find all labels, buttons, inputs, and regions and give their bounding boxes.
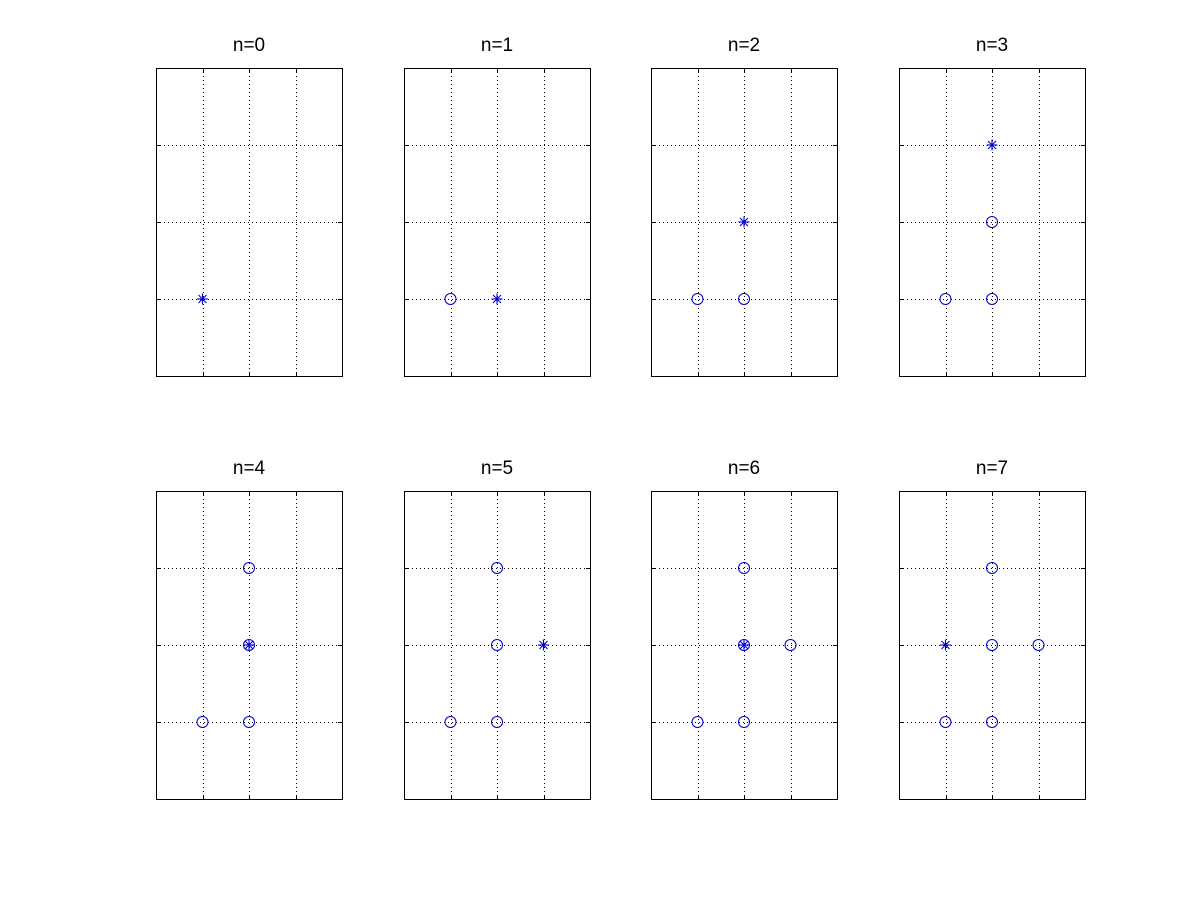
circle-marker [444,716,457,728]
circle-marker [784,639,797,651]
circle-marker [986,716,998,728]
circle-marker [196,716,209,728]
circle-marker [491,562,503,574]
subplot-title: n=2 [728,35,760,56]
circle-marker [986,562,998,574]
asterisk-marker [197,293,208,305]
axes-frame [651,491,838,800]
axes-frame [404,491,591,800]
subplot-title: n=1 [481,35,513,56]
subplot-title: n=4 [233,458,266,479]
circle-marker [691,293,704,305]
axes-frame [651,68,838,377]
circle-marker [986,639,998,651]
asterisk-marker [738,639,750,651]
circle-marker [491,716,503,728]
circle-marker [444,293,457,305]
axes-frame [156,68,343,377]
asterisk-marker [986,139,998,151]
circle-marker [738,293,750,305]
asterisk-marker [538,639,549,651]
asterisk-marker [940,639,951,651]
subplot-title: n=0 [233,35,265,56]
circle-marker [738,562,750,574]
circle-marker [986,293,998,305]
circle-marker [939,716,952,728]
subplot-title: n=6 [728,458,760,479]
subplot-5: n=5 [404,458,591,800]
axes-frame [899,491,1086,800]
subplot-2: n=2 [651,35,838,377]
subplot-title: n=7 [976,458,1008,479]
circle-marker [939,293,952,305]
circle-marker [243,562,255,574]
asterisk-marker [491,293,503,305]
asterisk-marker [738,216,750,228]
asterisk-marker [243,639,255,651]
subplot-title: n=5 [481,458,513,479]
circle-marker [691,716,704,728]
circle-marker [986,216,998,228]
axes-frame [899,68,1086,377]
circle-marker [491,639,503,651]
axes-frame [156,491,343,800]
subplot-title: n=3 [976,35,1008,56]
subplot-1: n=1 [404,35,591,377]
circle-marker [1032,639,1045,651]
subplot-4: n=4 [156,458,343,800]
subplot-3: n=3 [899,35,1086,377]
subplot-7: n=7 [899,458,1086,800]
subplot-6: n=6 [651,458,838,800]
circle-marker [243,716,255,728]
circle-marker [738,716,750,728]
subplot-0: n=0 [156,35,343,377]
axes-frame [404,68,591,377]
